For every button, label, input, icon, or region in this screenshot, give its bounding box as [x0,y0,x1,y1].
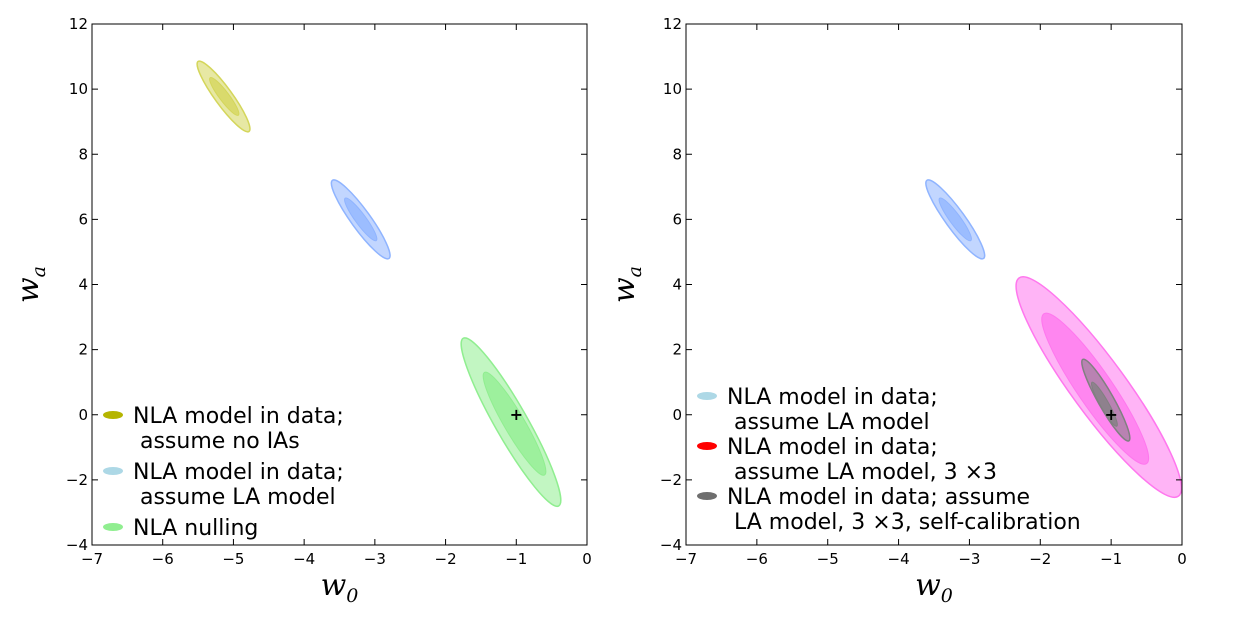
ticks: −7 −6 −5 −4 −3 −2 −1 0 −4 −2 0 2 4 6 8 10 12 [66,15,592,568]
y-tick-label: −4 [660,536,682,554]
y-tick-label: 8 [672,145,682,163]
x-axis-label: w0 [915,568,953,607]
x-tick-label: 0 [1177,550,1187,568]
left-panel: −7 −6 −5 −4 −3 −2 −1 0 −4 −2 0 2 4 6 8 10 12 + w0 wa NLA mod… [11,15,592,607]
y-axis-label-sub: a [624,266,646,277]
legend-label-1: NLA model in data; [727,435,938,460]
legend-label-2: NLA nulling [133,516,258,541]
right-panel: −7 −6 −5 −4 −3 −2 −1 0 −4 −2 0 2 4 6 8 10 12 + w0 wa NLA mod… [607,15,1187,607]
x-axis-label: w0 [321,568,359,607]
y-tick-label: 0 [78,406,88,424]
y-tick-label: −4 [66,536,88,554]
y-tick-label: 6 [672,210,682,228]
contour-inner-series-2 [482,371,547,476]
x-tick-label: −2 [435,550,457,568]
contours [925,179,1183,499]
legend-swatch-0 [103,411,123,419]
x-tick-label: −7 [675,550,697,568]
fiducial-marker: + [510,405,523,424]
y-tick-label: 12 [69,15,88,33]
legend-label-1: NLA model in data; [133,460,344,485]
contour-inner-series-0 [209,77,240,116]
ticks: −7 −6 −5 −4 −3 −2 −1 0 −4 −2 0 2 4 6 8 10 12 [660,15,1187,568]
x-tick-label: −4 [888,550,910,568]
y-tick-label: 6 [78,210,88,228]
contour-inner-series-1 [344,197,378,242]
x-tick-label: −5 [222,550,244,568]
y-tick-label: 8 [78,145,88,163]
x-tick-label: −6 [746,550,768,568]
x-tick-label: −3 [958,550,980,568]
y-axis-label-sub: a [28,266,50,277]
contour-inner-series-0 [938,197,972,242]
x-tick-label: −2 [1029,550,1051,568]
y-tick-label: −2 [660,471,682,489]
x-tick-label: −1 [1100,550,1122,568]
legend-label-2: NLA model in data; assume [727,485,1030,510]
legend-label-1: assume LA model [133,485,336,510]
y-tick-label: 2 [78,341,88,359]
legend-label-0: assume LA model [727,410,930,435]
y-tick-label: 4 [78,276,88,294]
x-tick-label: 0 [582,550,592,568]
y-axis-label: wa [11,266,50,303]
x-axis-label-sub: 0 [941,585,953,607]
legend-label-0: assume no IAs [133,429,300,454]
x-axis-label-sub: 0 [346,585,358,607]
legend-label-2: LA model, 3 ×3, self-calibration [727,510,1081,535]
fiducial-marker: + [1104,405,1117,424]
legend-swatch-2 [697,492,717,500]
y-axis-label: wa [607,266,646,303]
y-tick-label: 2 [672,341,682,359]
legend-swatch-1 [697,442,717,450]
x-tick-label: −7 [81,550,103,568]
x-tick-label: −3 [364,550,386,568]
legend-label-1: assume LA model, 3 ×3 [727,460,997,485]
y-tick-label: 10 [69,80,88,98]
y-tick-label: 0 [672,406,682,424]
legend-label-0: NLA model in data; [133,404,344,429]
legend-swatch-2 [103,523,123,531]
x-tick-label: −5 [817,550,839,568]
legend-swatch-1 [103,467,123,475]
y-tick-label: 10 [663,80,682,98]
y-tick-label: 4 [672,276,682,294]
y-tick-label: −2 [66,471,88,489]
contours [196,60,562,508]
x-tick-label: −4 [293,550,315,568]
x-tick-label: −1 [505,550,527,568]
contour-inner-series-2 [1090,381,1118,427]
legend-label-0: NLA model in data; [727,385,938,410]
y-tick-label: 12 [663,15,682,33]
legend-swatch-0 [697,392,717,400]
x-tick-label: −6 [152,550,174,568]
